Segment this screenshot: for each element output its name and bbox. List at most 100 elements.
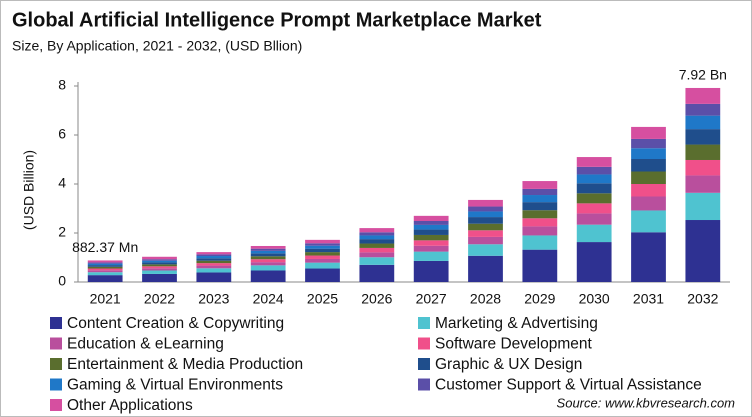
bar-segment bbox=[522, 235, 558, 250]
bar-segment bbox=[576, 242, 612, 282]
chart-title: Global Artificial Intelligence Prompt Ma… bbox=[12, 9, 542, 31]
bar-segment bbox=[522, 202, 558, 211]
bar-segment bbox=[305, 252, 340, 256]
x-tick-label: 2026 bbox=[361, 291, 392, 307]
bar-segment bbox=[305, 258, 340, 263]
x-tick-label: 2023 bbox=[198, 291, 229, 307]
bar-segment bbox=[522, 195, 558, 203]
bar-segment bbox=[250, 259, 286, 263]
y-axis-label: (USD Billion) bbox=[21, 150, 37, 230]
legend-label: Graphic & UX Design bbox=[435, 356, 582, 373]
bar-segment bbox=[87, 262, 123, 264]
bar-segment bbox=[142, 260, 177, 263]
legend-swatch bbox=[50, 317, 62, 329]
bar-segment bbox=[87, 275, 123, 282]
bar-segment bbox=[413, 220, 449, 225]
bar-segment bbox=[196, 258, 232, 261]
bar-segment bbox=[359, 252, 395, 258]
legend-label: Education & eLearning bbox=[67, 336, 224, 353]
bar-segment bbox=[468, 230, 503, 237]
bar-segment bbox=[359, 228, 395, 233]
bar-segment bbox=[305, 243, 340, 246]
legend-label: Gaming & Virtual Environments bbox=[67, 377, 283, 394]
bar-segment bbox=[305, 255, 340, 259]
bar-segment bbox=[305, 262, 340, 269]
legend-swatch bbox=[418, 317, 430, 329]
bar-segment bbox=[685, 192, 721, 221]
legend-swatch bbox=[50, 358, 62, 370]
y-tick-label: 8 bbox=[58, 77, 66, 93]
bar-segment bbox=[631, 148, 666, 160]
bar-segment bbox=[87, 268, 123, 271]
bar-segment bbox=[576, 166, 612, 175]
legend-label: Marketing & Advertising bbox=[435, 315, 598, 332]
bar-segment bbox=[250, 265, 286, 271]
bar-segment bbox=[250, 256, 286, 260]
bar-segment bbox=[250, 248, 286, 251]
bar-segment bbox=[413, 224, 449, 230]
bar-segment bbox=[250, 250, 286, 254]
bar-segment bbox=[87, 272, 123, 276]
x-tick-label: 2028 bbox=[470, 291, 501, 307]
bar-segment bbox=[142, 273, 177, 282]
bar-segment bbox=[685, 220, 721, 282]
bar-segment bbox=[631, 159, 666, 172]
bar-segment bbox=[142, 256, 177, 260]
bar-segment bbox=[196, 252, 232, 255]
bar-segment bbox=[359, 257, 395, 265]
bar-segment bbox=[468, 236, 503, 245]
legend-label: Entertainment & Media Production bbox=[67, 356, 303, 373]
bar-segment bbox=[468, 217, 503, 224]
bar-segment bbox=[631, 138, 666, 149]
bar-segment bbox=[468, 223, 503, 231]
bar-segment bbox=[196, 254, 232, 257]
bar-segment bbox=[305, 268, 340, 282]
x-tick-label: 2027 bbox=[416, 291, 447, 307]
source: Source: www.kbvresearch.com bbox=[557, 395, 736, 410]
legend-swatch bbox=[418, 378, 430, 391]
bar-segment bbox=[413, 215, 449, 221]
bar-segment bbox=[468, 255, 503, 282]
bar-segment bbox=[631, 232, 666, 282]
bar-segment bbox=[631, 210, 666, 233]
bar-segment bbox=[576, 224, 612, 243]
bar-segment bbox=[576, 183, 612, 194]
x-tick-label: 2030 bbox=[579, 291, 610, 307]
bar-segment bbox=[359, 247, 395, 253]
bar-segment bbox=[685, 115, 721, 130]
bar-segment bbox=[685, 159, 721, 176]
legend-label: Content Creation & Copywriting bbox=[67, 315, 284, 332]
bar-segment bbox=[87, 260, 123, 263]
bar-segment bbox=[685, 175, 721, 193]
bar-segment bbox=[87, 270, 123, 273]
bar-segment bbox=[522, 181, 558, 189]
bar-segment bbox=[522, 249, 558, 282]
bar-segment bbox=[576, 174, 612, 184]
legend-swatch bbox=[50, 378, 62, 391]
bar-segment bbox=[250, 253, 286, 257]
bar-segment bbox=[359, 239, 395, 244]
x-tick-label: 2029 bbox=[524, 291, 555, 307]
bar-segment bbox=[413, 251, 449, 261]
y-tick-label: 4 bbox=[58, 175, 66, 191]
bar-segment bbox=[631, 184, 666, 197]
bar-segment bbox=[468, 199, 503, 207]
bar-segment bbox=[250, 270, 286, 282]
bar-segment bbox=[685, 129, 721, 145]
bar-segment bbox=[142, 264, 177, 267]
bar-segment bbox=[250, 245, 286, 249]
bar-segment bbox=[87, 266, 123, 269]
bar-segment bbox=[631, 126, 666, 139]
y-tick-label: 6 bbox=[58, 126, 66, 142]
bar-segment bbox=[359, 232, 395, 236]
bar-segment bbox=[413, 240, 449, 246]
legend-swatch bbox=[418, 337, 430, 350]
bar-segment bbox=[87, 265, 123, 267]
x-tick-label: 2032 bbox=[687, 291, 718, 307]
legend-swatch bbox=[418, 358, 430, 370]
bar-segment bbox=[196, 260, 232, 264]
bar-segment bbox=[468, 206, 503, 212]
bar-segment bbox=[522, 226, 558, 236]
